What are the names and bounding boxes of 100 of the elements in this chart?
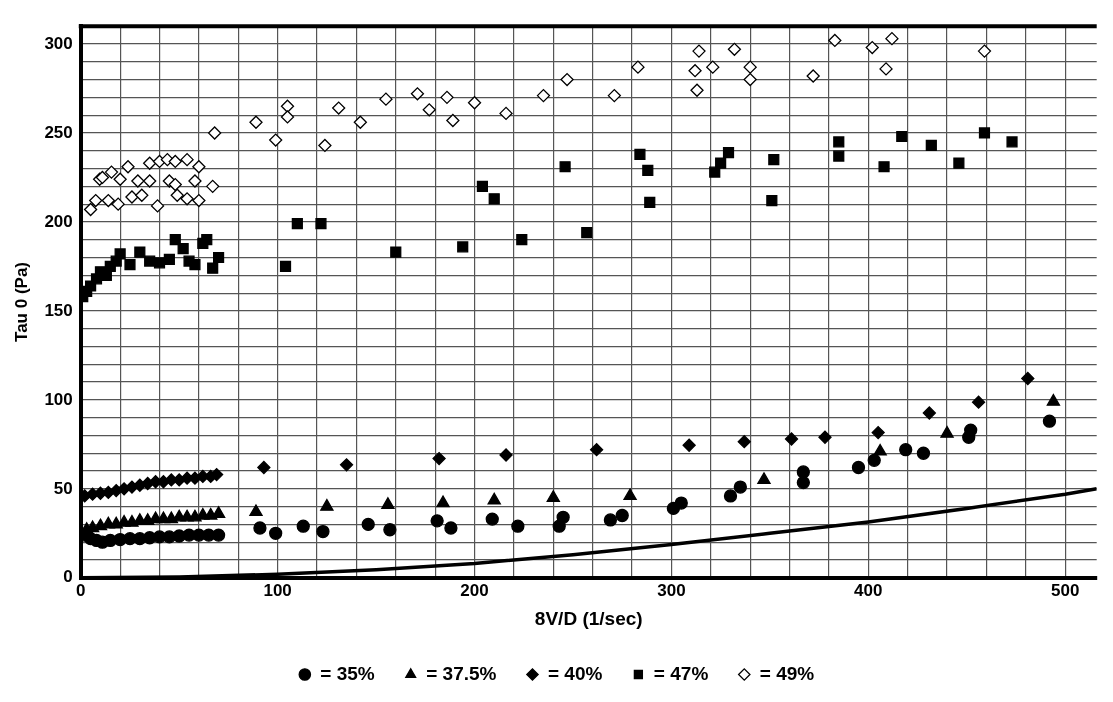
- point: [89, 193, 103, 208]
- point: [896, 130, 908, 143]
- point: [806, 69, 820, 83]
- point: [733, 480, 747, 494]
- point: [169, 234, 181, 246]
- point: [432, 451, 446, 466]
- point: [885, 32, 899, 46]
- point: [757, 472, 771, 485]
- point: [192, 193, 206, 208]
- point: [440, 90, 454, 105]
- point: [743, 72, 757, 87]
- point: [320, 498, 334, 511]
- point: [444, 521, 458, 535]
- point: [446, 113, 460, 128]
- point: [1006, 136, 1018, 148]
- point: [121, 160, 135, 174]
- point: [124, 259, 136, 271]
- point: [722, 146, 735, 159]
- point: [467, 96, 482, 110]
- point: [114, 248, 126, 260]
- point: [796, 475, 810, 490]
- point: [436, 495, 450, 508]
- point: [208, 126, 222, 140]
- point: [867, 453, 881, 468]
- point: [607, 88, 621, 103]
- point: [1046, 393, 1061, 406]
- point: [634, 148, 646, 160]
- point: [143, 174, 157, 188]
- legend-label: = 49%: [759, 662, 815, 684]
- point: [201, 234, 213, 246]
- point: [766, 194, 778, 207]
- point: [315, 218, 327, 230]
- point: [615, 508, 629, 523]
- point: [211, 528, 226, 542]
- point: [743, 60, 757, 74]
- point: [560, 72, 574, 87]
- y-tick-label: 50: [53, 478, 73, 498]
- point: [488, 193, 500, 205]
- point: [177, 243, 189, 255]
- point: [192, 160, 206, 174]
- point: [692, 44, 706, 58]
- point: [101, 193, 115, 208]
- point: [723, 489, 738, 503]
- point: [180, 192, 194, 206]
- point: [953, 157, 965, 169]
- point: [318, 138, 332, 153]
- point: [279, 260, 292, 273]
- point: [674, 496, 688, 510]
- point: [873, 443, 887, 456]
- point: [253, 521, 267, 535]
- point: [180, 153, 194, 167]
- point: [737, 435, 751, 449]
- point: [170, 188, 184, 202]
- point: [971, 395, 986, 409]
- point: [390, 246, 402, 258]
- point: [833, 136, 845, 148]
- point: [430, 514, 444, 528]
- point: [727, 42, 742, 56]
- point: [851, 460, 866, 475]
- y-tick-label: 100: [44, 389, 73, 409]
- point: [631, 60, 645, 74]
- point: [715, 157, 727, 169]
- point: [83, 202, 98, 217]
- point: [379, 92, 393, 106]
- point: [833, 150, 845, 162]
- point: [422, 103, 436, 117]
- point: [332, 101, 346, 115]
- point: [207, 262, 219, 274]
- x-tick-label: 200: [460, 580, 489, 600]
- point: [546, 490, 560, 502]
- legend-label: = 47%: [653, 662, 709, 684]
- y-axis-title: Tau 0 (Pa): [11, 262, 31, 342]
- point: [410, 87, 425, 101]
- x-tick-label: 0: [76, 580, 86, 600]
- point: [706, 60, 720, 74]
- point: [589, 443, 604, 457]
- point: [339, 458, 354, 472]
- point: [916, 446, 931, 460]
- x-tick-label: 400: [854, 580, 883, 600]
- legend-label: = 40%: [547, 662, 603, 684]
- point: [559, 161, 571, 173]
- point: [144, 255, 156, 267]
- y-tick-label: 0: [63, 567, 73, 587]
- y-tick-label: 300: [44, 33, 73, 53]
- point: [291, 218, 303, 230]
- point: [150, 199, 165, 213]
- y-tick-label: 200: [44, 211, 73, 231]
- point: [249, 115, 263, 129]
- point: [135, 188, 149, 202]
- legend-label: = 37.5%: [426, 662, 497, 684]
- point: [487, 492, 501, 505]
- point: [476, 180, 489, 192]
- point: [556, 510, 570, 524]
- x-tick-label: 300: [657, 580, 686, 600]
- point: [206, 179, 220, 193]
- legend-label: = 35%: [320, 662, 375, 684]
- point: [131, 174, 145, 188]
- point: [104, 165, 119, 179]
- point: [280, 110, 295, 124]
- point: [499, 106, 513, 121]
